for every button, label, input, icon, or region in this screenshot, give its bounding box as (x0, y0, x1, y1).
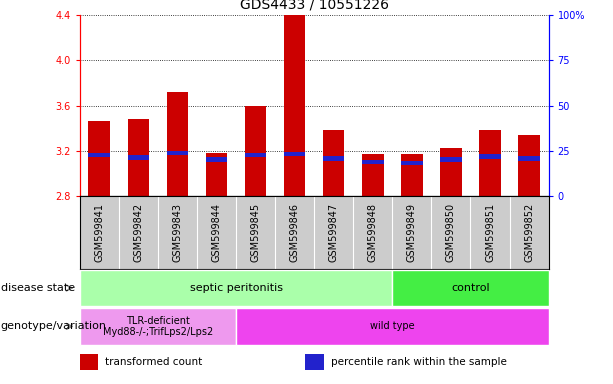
Text: disease state: disease state (1, 283, 75, 293)
Bar (206, 153, 227, 196)
Bar (362, 154, 384, 196)
Text: GSM599851: GSM599851 (485, 203, 495, 262)
Bar (80, 308, 236, 345)
Text: GSM599846: GSM599846 (289, 203, 300, 262)
Text: GSM599847: GSM599847 (329, 203, 339, 262)
Text: control: control (451, 283, 490, 293)
Bar (80, 270, 392, 306)
Bar (440, 149, 462, 196)
Bar (479, 154, 501, 159)
Bar (392, 270, 549, 306)
Text: transformed count: transformed count (105, 357, 203, 367)
Text: GSM599852: GSM599852 (524, 203, 534, 262)
Bar (245, 106, 266, 196)
Bar (284, 13, 305, 196)
Bar (206, 157, 227, 162)
Bar (128, 119, 149, 196)
Bar (305, 354, 324, 370)
Bar (88, 121, 110, 196)
Bar (440, 157, 462, 162)
Text: GSM599843: GSM599843 (172, 203, 183, 262)
Bar (323, 156, 345, 161)
Title: GDS4433 / 10551226: GDS4433 / 10551226 (240, 0, 389, 12)
Text: percentile rank within the sample: percentile rank within the sample (330, 357, 506, 367)
Text: TLR-deficient
Myd88-/-;TrifLps2/Lps2: TLR-deficient Myd88-/-;TrifLps2/Lps2 (103, 316, 213, 337)
Text: GSM599848: GSM599848 (368, 203, 378, 262)
Text: GSM599845: GSM599845 (251, 203, 261, 262)
Text: GSM599844: GSM599844 (211, 203, 221, 262)
Bar (245, 153, 266, 157)
Text: wild type: wild type (370, 321, 414, 331)
Text: GSM599849: GSM599849 (407, 203, 417, 262)
Text: genotype/variation: genotype/variation (1, 321, 107, 331)
Bar (479, 131, 501, 196)
Text: septic peritonitis: septic peritonitis (189, 283, 283, 293)
Bar (167, 92, 188, 196)
Bar (284, 152, 305, 156)
Bar (128, 155, 149, 160)
Bar (236, 308, 549, 345)
Bar (519, 156, 540, 161)
Bar (519, 135, 540, 196)
Text: GSM599841: GSM599841 (94, 203, 104, 262)
Bar (80, 354, 99, 370)
Bar (323, 131, 345, 196)
Text: GSM599842: GSM599842 (133, 203, 143, 262)
Text: GSM599850: GSM599850 (446, 203, 456, 262)
Bar (401, 161, 422, 166)
Bar (362, 160, 384, 164)
Bar (401, 154, 422, 196)
Bar (88, 153, 110, 157)
Bar (167, 151, 188, 155)
